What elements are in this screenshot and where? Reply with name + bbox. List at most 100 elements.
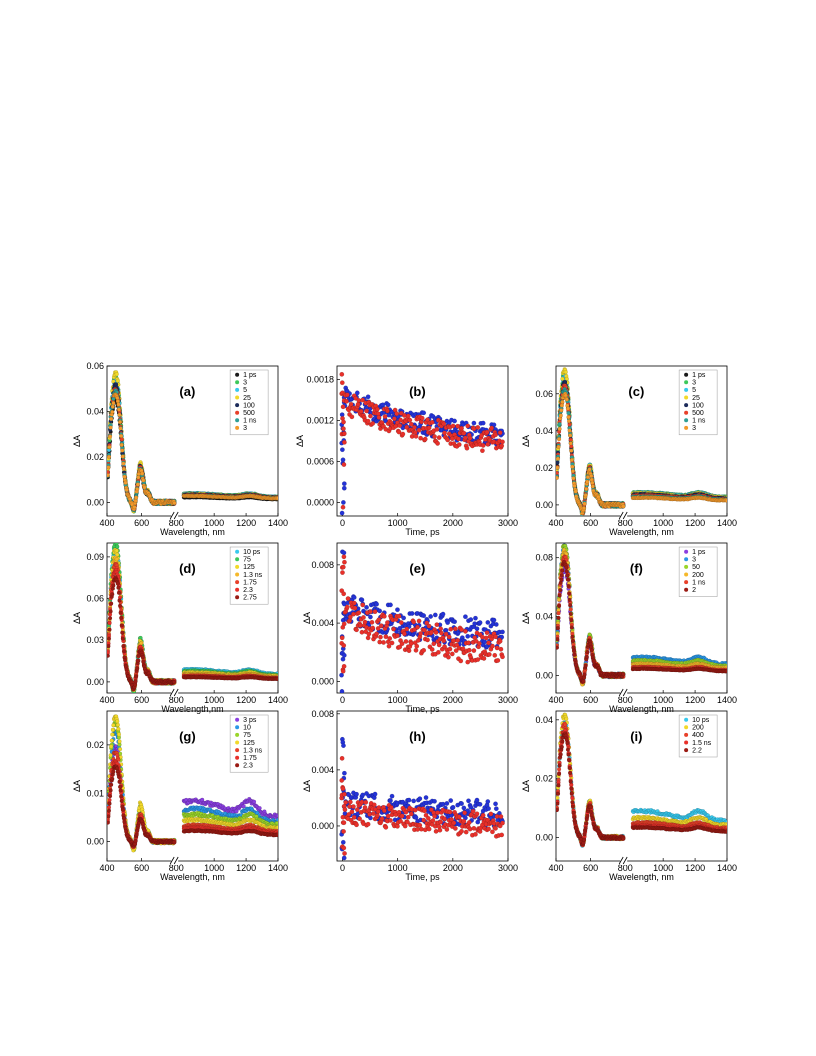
data-point xyxy=(557,437,562,442)
data-point xyxy=(556,470,559,476)
y-tick-label: 0.06 xyxy=(535,389,553,399)
data-point xyxy=(724,498,727,503)
x-tick-label: 400 xyxy=(99,518,114,528)
data-point xyxy=(402,413,407,418)
data-point xyxy=(396,429,402,435)
y-tick-label: 0.02 xyxy=(86,452,104,462)
data-point xyxy=(344,392,350,398)
data-point xyxy=(463,435,468,441)
data-point xyxy=(398,417,403,423)
y-axis-label: ΔA xyxy=(72,612,82,624)
data-point xyxy=(365,418,371,424)
legend-label: 1 ps xyxy=(243,372,257,379)
data-point xyxy=(365,394,371,400)
data-point xyxy=(141,478,146,483)
x-axis-label: Wavelength, nm xyxy=(609,527,674,537)
data-point xyxy=(442,430,447,436)
x-tick-label: 1200 xyxy=(685,518,705,528)
data-point xyxy=(563,370,568,375)
legend-marker xyxy=(235,410,240,415)
data-point xyxy=(493,432,498,438)
axis-break-mask xyxy=(171,512,179,520)
y-tick-label: 0.00 xyxy=(535,500,553,510)
data-point xyxy=(573,489,578,494)
data-point xyxy=(341,419,346,425)
legend-marker xyxy=(235,380,240,385)
legend-label: 3 xyxy=(692,425,696,432)
data-point xyxy=(556,456,561,461)
data-point xyxy=(119,442,124,447)
data-point xyxy=(497,430,503,436)
data-point xyxy=(394,411,400,417)
data-point xyxy=(589,473,594,479)
data-point xyxy=(418,435,423,441)
data-point xyxy=(356,398,362,403)
data-point xyxy=(397,423,403,428)
series-ptred xyxy=(339,371,505,510)
data-point xyxy=(114,548,119,553)
data-point xyxy=(120,448,125,453)
legend-marker xyxy=(684,395,689,400)
legend-label: 25 xyxy=(243,395,251,402)
data-point xyxy=(564,397,569,402)
legend-marker xyxy=(235,403,240,408)
x-tick-label: 600 xyxy=(134,695,149,705)
y-tick-label: 0.03 xyxy=(86,635,104,645)
data-point xyxy=(275,496,278,501)
data-point xyxy=(370,421,376,426)
data-point xyxy=(358,409,364,414)
data-point xyxy=(455,423,461,429)
data-point xyxy=(456,436,461,442)
legend-marker xyxy=(684,372,689,377)
data-point xyxy=(582,501,587,506)
data-point xyxy=(436,435,442,440)
legend-marker xyxy=(684,380,689,385)
data-point xyxy=(459,425,464,431)
data-point xyxy=(120,454,125,459)
data-point xyxy=(434,427,440,432)
legend-label: 3 xyxy=(243,425,247,432)
data-point xyxy=(567,428,572,433)
data-point xyxy=(556,465,560,470)
data-point xyxy=(491,422,497,428)
data-point xyxy=(107,445,112,450)
data-point xyxy=(360,397,366,403)
data-point xyxy=(368,413,373,419)
data-point xyxy=(500,439,505,445)
x-tick-label: 1200 xyxy=(236,695,256,705)
data-point xyxy=(556,460,560,465)
data-point xyxy=(475,425,481,430)
panel-title: (b) xyxy=(409,384,426,399)
x-tick-label: 1400 xyxy=(717,518,737,528)
legend-marker xyxy=(684,387,689,392)
series-blue xyxy=(339,385,505,516)
data-point xyxy=(422,436,428,442)
data-point xyxy=(587,467,592,472)
x-tick-label: 1000 xyxy=(204,518,224,528)
data-point xyxy=(568,441,573,446)
data-point xyxy=(398,411,404,416)
x-tick-label: 400 xyxy=(99,695,114,705)
data-point xyxy=(123,480,128,485)
x-tick-label: 0 xyxy=(340,518,345,528)
data-point xyxy=(341,481,347,487)
data-point xyxy=(108,425,113,430)
data-point xyxy=(480,420,486,426)
data-point xyxy=(116,402,121,407)
data-point xyxy=(111,401,116,406)
data-point xyxy=(419,415,425,421)
legend-marker xyxy=(235,372,240,377)
x-tick-label: 3000 xyxy=(498,518,518,528)
y-axis-label: ΔA xyxy=(521,435,531,447)
data-point xyxy=(570,469,575,474)
data-point xyxy=(449,436,455,442)
data-point xyxy=(409,421,414,427)
data-point xyxy=(429,419,435,425)
legend-marker xyxy=(684,403,689,408)
data-point xyxy=(432,434,437,439)
x-tick-label: 1000 xyxy=(388,518,408,528)
x-axis-label: Time, ps xyxy=(405,527,440,537)
